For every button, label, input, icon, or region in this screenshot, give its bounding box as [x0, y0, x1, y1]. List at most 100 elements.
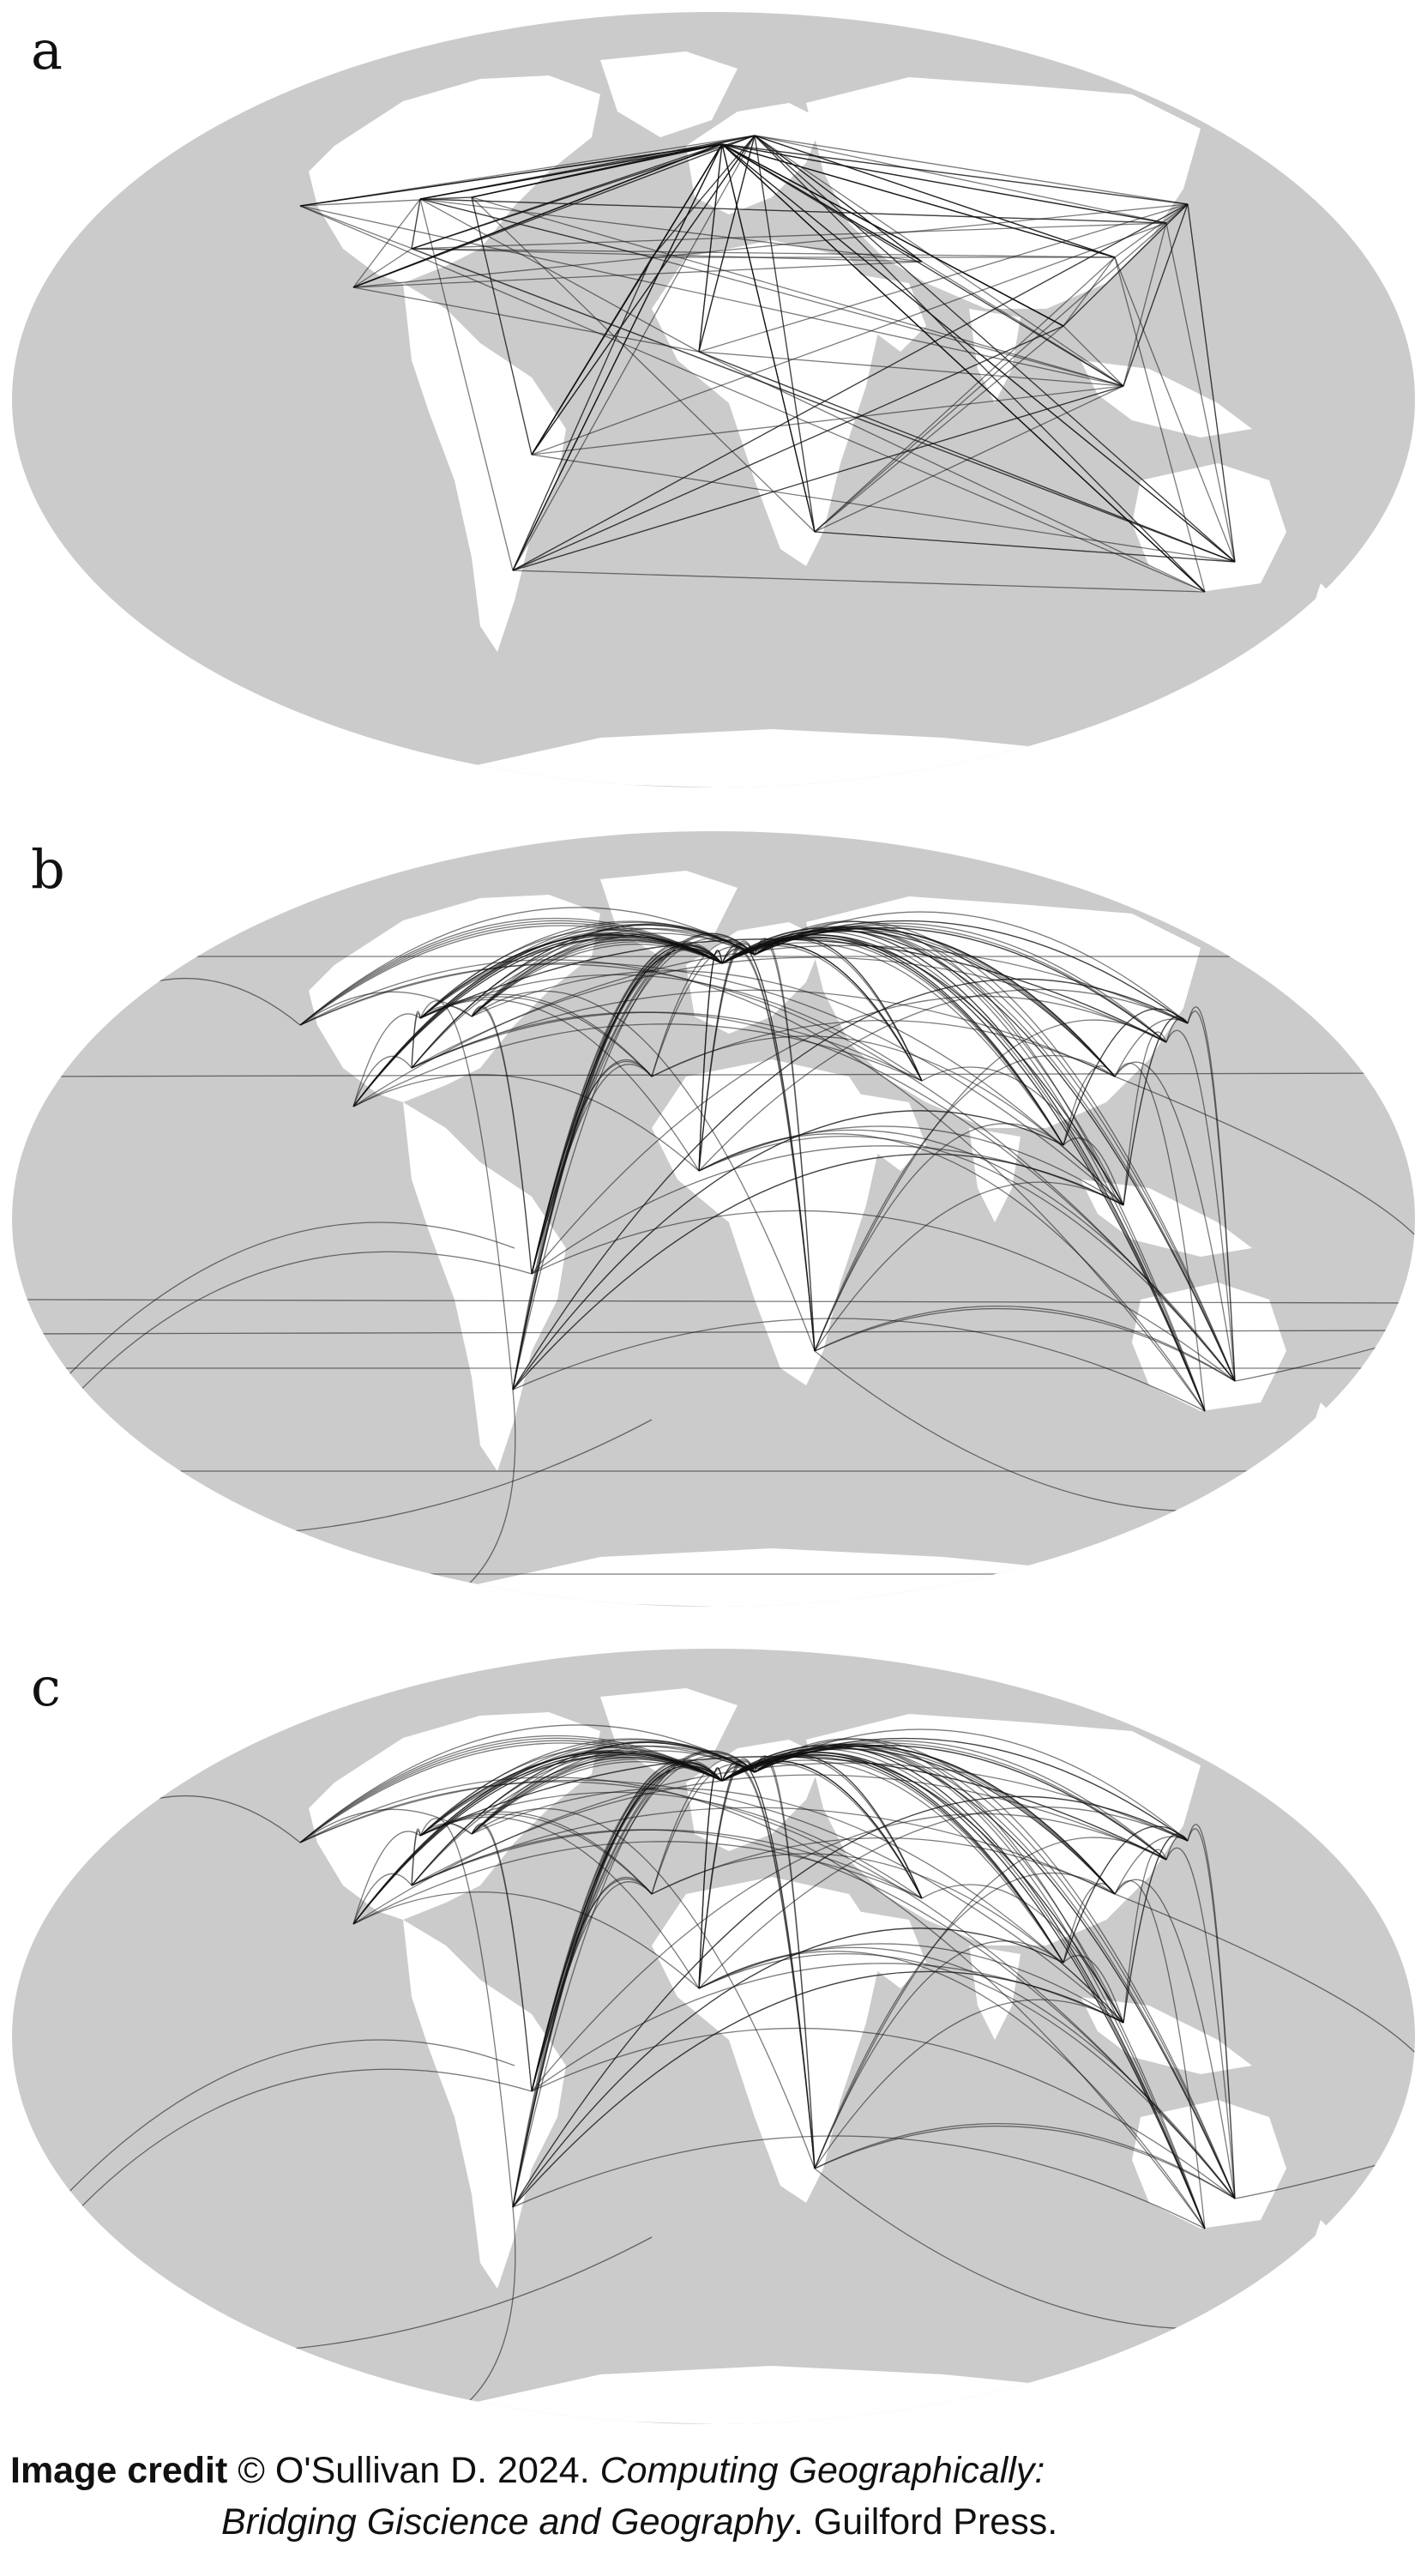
- landmass: [969, 1946, 1021, 2040]
- flow-line: [814, 1999, 1124, 2169]
- flow-line: [698, 1767, 723, 1989]
- map-content: [12, 1688, 1415, 2424]
- flow-line: [754, 135, 1124, 387]
- flow-line: [471, 196, 533, 455]
- flow-line: [352, 1831, 421, 1925]
- flow-line: [531, 1813, 1167, 2092]
- flow-line: [721, 926, 1116, 1077]
- flow-line: [814, 1837, 1167, 2169]
- flow-line: [419, 1818, 514, 2208]
- flow-line: [651, 256, 1124, 387]
- flow-lines: [299, 135, 1236, 593]
- flow-line: [651, 135, 756, 258]
- flow-line: [1187, 203, 1236, 563]
- flow-line: [651, 1853, 1124, 2024]
- flow-line: [299, 1742, 723, 1843]
- flow-line: [754, 1758, 816, 2169]
- flow-line: [299, 962, 1124, 1206]
- flow-line: [698, 143, 723, 353]
- flow-line: [698, 351, 1236, 563]
- flow-line: [299, 205, 1124, 387]
- flow-line: [352, 198, 421, 288]
- flow-line: [814, 385, 1124, 533]
- landmass: [652, 240, 883, 566]
- flow-line: [754, 1740, 1167, 1861]
- flow-line: [698, 1135, 1236, 1382]
- flow-line: [512, 325, 1064, 571]
- landmass: [403, 1920, 566, 2289]
- flow-line: [531, 1963, 1124, 2092]
- flow-line: [352, 261, 923, 288]
- flow-line: [721, 927, 1206, 1412]
- flow-line: [531, 1760, 723, 2092]
- flow-line: [1114, 203, 1189, 258]
- flow-line: [1165, 1847, 1236, 2199]
- flow-line: [299, 925, 723, 1026]
- flow-line: [299, 143, 723, 207]
- flow-line: [531, 943, 723, 1275]
- flow-line: [1123, 1833, 1189, 2024]
- flow-line: [299, 135, 756, 207]
- flow-line: [1063, 203, 1189, 327]
- flow-line: [512, 135, 756, 571]
- flow-line: [814, 1306, 1236, 1382]
- flow-lines: [12, 907, 1415, 1607]
- flow-line: [411, 143, 723, 250]
- flow-line: [721, 143, 1167, 224]
- landmass: [652, 1877, 883, 2203]
- landmass: [403, 1102, 566, 1471]
- flow-line: [352, 1739, 756, 1925]
- flow-line: [754, 920, 1236, 1382]
- flow-line: [531, 385, 1124, 455]
- flow-line: [12, 1072, 1415, 1077]
- flow-line: [814, 256, 1116, 533]
- flow-line: [698, 950, 723, 1172]
- flow-line: [531, 1750, 756, 2092]
- landmass: [858, 274, 926, 352]
- flow-line: [814, 1019, 1167, 1352]
- flow-line: [299, 1724, 756, 1843]
- flow-line: [721, 1753, 1064, 1964]
- credit-line-2: Bridging Giscience and Geography. Guilfo…: [10, 2496, 1417, 2548]
- flow-line: [411, 989, 1116, 1077]
- flow-line: [352, 1891, 700, 1989]
- flow-line: [754, 1738, 1206, 2229]
- flow-line: [754, 135, 1206, 593]
- flow-line: [299, 963, 1236, 1382]
- flow-line: [299, 205, 1206, 593]
- flow-line: [651, 1035, 1124, 1206]
- flow-line: [352, 248, 412, 288]
- flow-line: [512, 385, 1124, 571]
- flow-line: [698, 940, 756, 1172]
- flow-line: [754, 937, 923, 1082]
- flow-line: [1063, 1825, 1189, 1964]
- flow-line: [12, 1330, 1415, 1335]
- map-c: [12, 1649, 1415, 2424]
- flow-line: [754, 938, 923, 1082]
- landmass: [969, 1128, 1021, 1222]
- flow-line: [471, 1740, 756, 1835]
- flow-line: [814, 1181, 1124, 1352]
- flow-line: [1063, 256, 1116, 327]
- flow-line: [1114, 1879, 1206, 2229]
- flow-line: [1063, 1008, 1189, 1146]
- credit-book-title-2: Bridging Giscience and Geography: [221, 2501, 793, 2543]
- flow-line: [352, 1754, 723, 1925]
- landmass: [403, 283, 566, 652]
- flow-line: [299, 196, 473, 207]
- flow-line: [471, 923, 756, 1017]
- panel-label-c: c: [31, 1656, 61, 1718]
- flow-line: [754, 920, 1206, 1412]
- flow-line: [352, 287, 700, 353]
- flow-line: [1114, 1893, 1415, 2066]
- flow-line: [471, 990, 816, 1352]
- flow-line: [698, 988, 1189, 1172]
- landmass: [309, 75, 600, 283]
- flow-line: [1187, 1006, 1236, 1382]
- landmass: [600, 51, 738, 137]
- flow-line: [402, 2206, 516, 2424]
- flow-line: [411, 248, 923, 262]
- flow-line: [698, 351, 1124, 387]
- flow-line: [471, 196, 1124, 387]
- flow-line: [1187, 1824, 1236, 2199]
